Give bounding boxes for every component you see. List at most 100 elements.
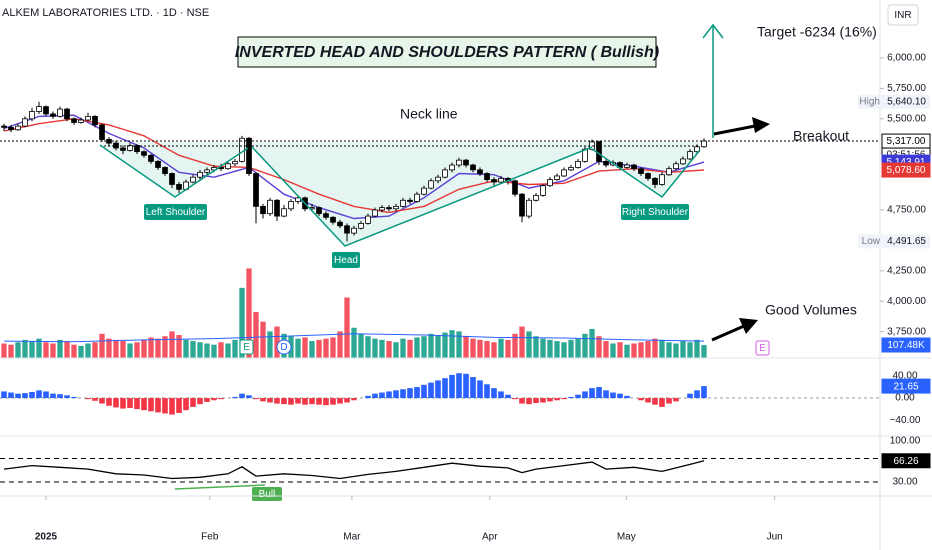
left-shoulder-line xyxy=(99,144,249,198)
macd-bar xyxy=(302,398,308,405)
volume-bar xyxy=(218,342,224,358)
candle-body xyxy=(295,197,301,202)
candle-body xyxy=(57,108,63,117)
volume-bar xyxy=(414,337,420,358)
macd-bar xyxy=(190,398,196,407)
macd-bar xyxy=(274,398,280,404)
macd-bar xyxy=(512,398,518,400)
volume-bar xyxy=(190,341,196,358)
macd-bar xyxy=(232,396,238,399)
volume-bar xyxy=(484,341,490,358)
volume-bar xyxy=(239,287,245,358)
candle-body xyxy=(645,173,651,179)
event-circle xyxy=(276,339,292,355)
macd-bar xyxy=(701,386,707,399)
volume-bar xyxy=(316,339,322,358)
macd-bar xyxy=(267,398,273,403)
candle-body xyxy=(351,227,357,234)
dividend-marker: D xyxy=(280,342,287,353)
extreme-value: 5,640.10 xyxy=(887,96,926,107)
macd-bar xyxy=(365,395,371,399)
volume-bar xyxy=(421,336,427,358)
candle-body xyxy=(120,147,126,151)
macd-bar xyxy=(491,388,497,399)
volume-bar xyxy=(463,336,469,358)
macd-bar xyxy=(393,390,399,399)
macd-bar xyxy=(533,398,539,404)
candle-body xyxy=(463,159,469,166)
x-tick-label: Mar xyxy=(343,532,361,543)
volume-bar xyxy=(253,312,259,358)
volume-bar xyxy=(540,338,546,358)
breakout-arrow-head xyxy=(752,117,770,133)
macd-bar xyxy=(134,398,140,410)
macd-bar xyxy=(582,391,588,399)
candle-body xyxy=(176,184,182,190)
macd-bar xyxy=(162,398,168,414)
volume-bar xyxy=(617,342,623,358)
macd-bar xyxy=(85,398,91,400)
currency-box xyxy=(887,4,919,26)
candle-body xyxy=(414,193,420,202)
candle-body xyxy=(36,106,42,112)
volume-ma xyxy=(3,333,705,343)
macd-bar xyxy=(71,396,77,399)
candle-body xyxy=(267,199,273,215)
candle-body xyxy=(547,179,553,187)
volume-bar xyxy=(610,343,616,358)
candle-body xyxy=(29,111,35,120)
volume-bar xyxy=(323,338,329,358)
volume-bar xyxy=(71,344,77,358)
right-shoulder-line xyxy=(591,148,701,199)
volume-bar xyxy=(393,342,399,358)
candle-body xyxy=(15,125,21,131)
candle-body xyxy=(680,158,686,165)
candle-body xyxy=(316,207,322,215)
macd-bar xyxy=(561,398,567,400)
candle-body xyxy=(666,168,672,176)
volume-bar xyxy=(652,338,658,358)
candle-body xyxy=(421,187,427,195)
volume-bar xyxy=(666,342,672,358)
label-box xyxy=(332,252,360,268)
price-tag xyxy=(881,453,931,469)
symbol-title: ALKEM LABORATORIES LTD. · 1D · NSE xyxy=(2,7,209,19)
y-tick-label: 3,750.00 xyxy=(887,326,926,337)
volume-bar xyxy=(568,339,574,358)
macd-bar xyxy=(50,393,56,399)
price-tag xyxy=(881,337,931,353)
candle-body xyxy=(330,216,336,223)
macd-bar xyxy=(428,382,434,399)
good-volumes-text: Good Volumes xyxy=(765,302,857,318)
volume-bar xyxy=(603,341,609,358)
macd-bar xyxy=(617,393,623,399)
event-box xyxy=(239,339,254,355)
candle-body xyxy=(442,169,448,178)
candle-body xyxy=(92,115,98,126)
macd-bar xyxy=(624,395,630,399)
volume-bar xyxy=(470,338,476,358)
volume-bar xyxy=(407,339,413,358)
candle-body xyxy=(148,154,154,162)
candle-body xyxy=(8,126,14,131)
candle-body xyxy=(659,174,665,185)
macd-bar xyxy=(421,384,427,399)
volume-bar xyxy=(624,344,630,358)
macd-bar xyxy=(449,374,455,399)
candle-body xyxy=(624,164,630,168)
volume-bar xyxy=(645,341,651,358)
currency: INR xyxy=(894,10,911,21)
candle-body xyxy=(337,221,343,227)
bull-label: Bull xyxy=(259,489,276,500)
macd-bar xyxy=(148,398,154,412)
macd-bar xyxy=(239,393,245,399)
candle-body xyxy=(239,137,245,162)
volume-bar xyxy=(456,331,462,358)
volume-bar xyxy=(36,338,42,358)
volume-bar xyxy=(106,338,112,358)
volume-bar xyxy=(99,333,105,358)
macd-bar xyxy=(316,398,322,405)
macd-bar xyxy=(64,395,70,399)
volume-bar xyxy=(505,339,511,358)
